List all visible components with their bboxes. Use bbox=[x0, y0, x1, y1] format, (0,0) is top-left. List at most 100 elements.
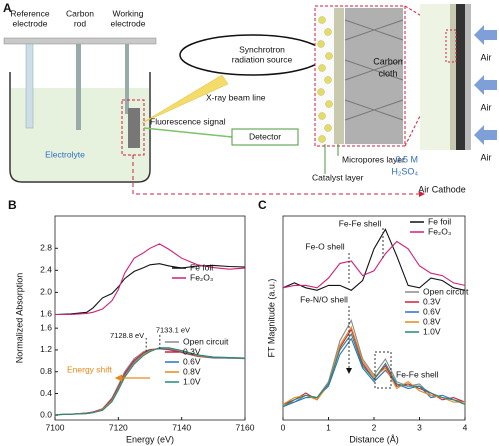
y-tick-label: 0.0 bbox=[40, 410, 52, 420]
legend-label: 0.6V bbox=[183, 356, 201, 366]
backing-strip bbox=[465, 4, 471, 150]
y-tick-label: 1.2 bbox=[40, 344, 52, 354]
x-tick-label: 7120 bbox=[109, 422, 128, 432]
series-line bbox=[55, 243, 246, 316]
series-line bbox=[282, 337, 466, 408]
legend-label: 0.3V bbox=[423, 296, 441, 306]
annotation-box bbox=[374, 351, 392, 389]
working-electrode-plate bbox=[128, 108, 140, 148]
annotation: Fe-Fe shell bbox=[396, 369, 439, 379]
panel-label: B bbox=[8, 198, 17, 212]
fluorescence-line bbox=[143, 127, 233, 138]
x-tick-label: 7160 bbox=[236, 422, 255, 432]
air-arrow bbox=[474, 25, 497, 45]
annotation: 7133.1 eV bbox=[156, 325, 190, 334]
x-tick-label: 4 bbox=[463, 422, 468, 432]
panel-label: C bbox=[258, 198, 267, 212]
legend-label: 1.0V bbox=[423, 326, 441, 336]
panel-label: A bbox=[3, 1, 12, 15]
x-tick-label: 3 bbox=[417, 422, 422, 432]
y-axis-label: FT Magnitude (a.u.) bbox=[266, 279, 276, 358]
label: Catalyst layer bbox=[312, 172, 364, 182]
annotation: Fe-N/O shell bbox=[300, 294, 348, 304]
working-electrode-rod bbox=[125, 44, 129, 114]
y-tick-label: 0.4 bbox=[40, 388, 52, 398]
y-tick-label: 2.8 bbox=[40, 243, 52, 253]
panel-a: A Reference electrode Carbon rod Working… bbox=[3, 1, 497, 197]
x-axis-label: Energy (eV) bbox=[126, 434, 174, 444]
highlight-box bbox=[445, 29, 457, 63]
label: electrode bbox=[13, 18, 48, 28]
x-tick-label: 0 bbox=[281, 422, 286, 432]
label: H₂SO₄ bbox=[391, 166, 418, 176]
label: Reference bbox=[10, 8, 49, 18]
y-tick-label: 1.6 bbox=[40, 322, 52, 332]
label: Air bbox=[481, 52, 492, 62]
reference-electrode bbox=[25, 43, 34, 129]
annotation: 7128.8 eV bbox=[110, 331, 144, 340]
label: cloth bbox=[378, 68, 397, 78]
label: Air Cathode bbox=[418, 184, 466, 194]
label: Air bbox=[481, 102, 492, 112]
label: Synchrotron bbox=[239, 44, 285, 54]
lid bbox=[3, 37, 157, 45]
label: Carbon bbox=[66, 8, 94, 18]
label: radiation source bbox=[232, 54, 293, 64]
label: 0.5 M bbox=[395, 154, 418, 164]
legend-label: 0.6V bbox=[423, 306, 441, 316]
label: Fluorescence signal bbox=[150, 116, 226, 126]
catalyst-dots bbox=[317, 16, 333, 143]
label: Working bbox=[112, 8, 143, 18]
catalyst-strip bbox=[450, 4, 456, 150]
beam bbox=[141, 74, 229, 124]
annotation: Fe-Fe shell bbox=[339, 218, 382, 228]
annotation: Fe-O shell bbox=[305, 241, 344, 251]
series-line bbox=[282, 228, 466, 291]
x-axis-label: Distance (Å) bbox=[349, 434, 399, 444]
electrolyte-fill bbox=[11, 88, 149, 181]
legend-label: 0.8V bbox=[423, 316, 441, 326]
legend-label: Open circuit bbox=[183, 336, 229, 346]
y-tick-label: 1.6 bbox=[40, 309, 52, 319]
cloth bbox=[345, 8, 403, 144]
y-tick-label: 2.4 bbox=[40, 265, 52, 275]
series-line bbox=[54, 263, 246, 316]
series-line bbox=[282, 332, 466, 408]
legend-label: Fe foil bbox=[190, 262, 213, 272]
label: Detector bbox=[249, 131, 281, 141]
legend-label: Fe₂O₃ bbox=[428, 226, 451, 236]
x-tick-label: 7100 bbox=[46, 422, 65, 432]
electrolyte-strip bbox=[420, 4, 450, 150]
x-tick-label: 2 bbox=[372, 422, 377, 432]
label: Carbon bbox=[373, 56, 403, 66]
air-arrow bbox=[474, 75, 497, 95]
legend-label: 0.8V bbox=[183, 366, 201, 376]
connector bbox=[132, 155, 425, 197]
annotation: Energy shift bbox=[67, 364, 113, 374]
air-arrow bbox=[474, 125, 497, 145]
y-tick-label: 0.8 bbox=[40, 366, 52, 376]
cloth-weave bbox=[344, 19, 404, 121]
carbon-rod bbox=[76, 44, 81, 130]
detector bbox=[231, 128, 299, 146]
series-line bbox=[282, 328, 466, 405]
cloth-strip bbox=[456, 4, 465, 150]
y-axis-label: Normalized Absorption bbox=[14, 273, 24, 364]
legend-label: Fe₂O₃ bbox=[190, 272, 213, 282]
label: X-ray beam line bbox=[206, 92, 266, 102]
legend-label: Open circuit bbox=[423, 286, 469, 296]
micropores bbox=[334, 8, 344, 144]
label: rod bbox=[74, 18, 87, 28]
beaker bbox=[9, 72, 151, 183]
legend-label: Fe foil bbox=[428, 216, 451, 226]
series-line bbox=[54, 348, 246, 416]
plot-frame bbox=[54, 215, 246, 421]
legend-label: 1.0V bbox=[183, 376, 201, 386]
label: Electrolyte bbox=[45, 149, 85, 159]
label: Air bbox=[481, 152, 492, 162]
series-line bbox=[54, 347, 246, 416]
series-line bbox=[282, 240, 466, 289]
x-tick-label: 1 bbox=[326, 422, 331, 432]
y-tick-label: 2.0 bbox=[40, 287, 52, 297]
